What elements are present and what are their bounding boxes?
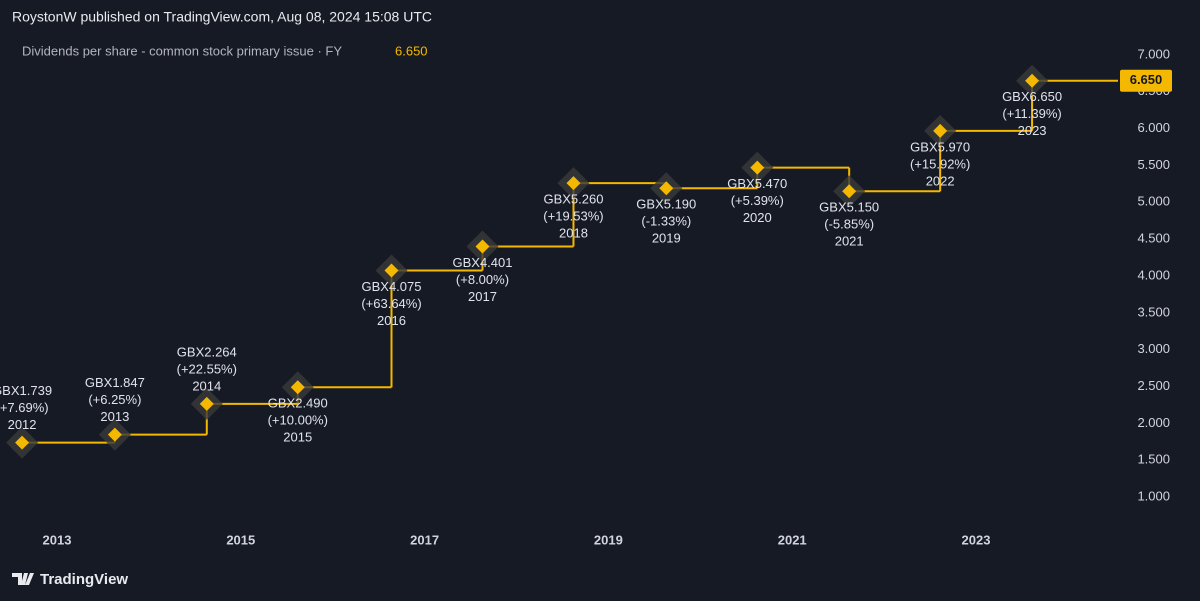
y-tick-label: 2.500: [1137, 378, 1170, 393]
value-label: GBX1.847: [85, 375, 145, 390]
marker: [566, 176, 581, 191]
value-label: GBX5.150: [819, 200, 879, 215]
marker: [199, 396, 214, 411]
x-tick-label: 2023: [962, 532, 991, 547]
y-tick-label: 3.000: [1137, 341, 1170, 356]
point-label: 2017: [468, 289, 497, 304]
y-tick-label: 5.500: [1137, 157, 1170, 172]
plot-area: GBX1.739 (+7.69%) 2012 GBX1.847 (+6.25%) 2013…: [0, 64, 1118, 459]
x-tick-label: 2013: [43, 532, 72, 547]
marker: [15, 435, 30, 450]
value-label: GBX5.190: [636, 197, 696, 212]
y-tick-label: 6.000: [1137, 120, 1170, 135]
marker: [384, 263, 399, 278]
change-label: (+10.00%): [268, 413, 328, 428]
point-label: 2016: [377, 313, 406, 328]
value-label: GBX6.650: [1002, 89, 1062, 104]
x-tick-label: 2019: [594, 532, 623, 547]
x-tick-label: 2015: [226, 532, 255, 547]
change-label: (+19.53%): [543, 209, 603, 224]
value-label: GBX2.490: [268, 396, 328, 411]
value-label: GBX5.470: [727, 176, 787, 191]
change-label: (+6.25%): [88, 392, 141, 407]
marker: [290, 380, 305, 395]
y-tick-label: 1.000: [1137, 488, 1170, 503]
marker: [1025, 73, 1040, 88]
change-label: (-5.85%): [824, 217, 874, 232]
point-label: 2021: [835, 234, 864, 249]
point-label: 2019: [652, 231, 681, 246]
marker: [475, 239, 490, 254]
point-label: 2013: [100, 409, 129, 424]
y-tick-label: 4.000: [1137, 267, 1170, 282]
change-label: (+22.55%): [177, 361, 237, 376]
value-label: GBX4.075: [362, 279, 422, 294]
point-label: 2012: [8, 417, 37, 432]
x-tick-label: 2021: [778, 532, 807, 547]
point-label: 2023: [1018, 123, 1047, 138]
value-label: GBX5.970: [910, 139, 970, 154]
change-label: (+11.39%): [1002, 106, 1061, 121]
header: RoystonW published on TradingView.com, A…: [12, 9, 432, 25]
point-label: 2022: [926, 173, 955, 188]
point-label: 2015: [283, 430, 312, 445]
change-label: (+15.92%): [910, 156, 970, 171]
y-tick-label: 3.500: [1137, 304, 1170, 319]
price-label: 6.650: [1130, 72, 1163, 87]
footer-logo: TradingView: [12, 571, 128, 588]
y-tick-label: 1.500: [1137, 452, 1170, 467]
y-tick-label: 5.000: [1137, 194, 1170, 209]
change-label: (+7.69%): [0, 400, 49, 415]
y-tick-label: 4.500: [1137, 231, 1170, 246]
change-label: (+8.00%): [456, 272, 509, 287]
marker: [750, 160, 765, 175]
marker: [933, 123, 948, 138]
point-label: 2018: [559, 226, 588, 241]
value-label: GBX4.401: [452, 255, 512, 270]
value-label: GBX2.264: [177, 344, 237, 359]
marker: [107, 427, 122, 442]
y-tick-label: 7.000: [1137, 46, 1170, 61]
point-label: 2020: [743, 210, 772, 225]
legend-value: 6.650: [395, 43, 428, 58]
y-tick-label: 2.000: [1137, 415, 1170, 430]
change-label: (+5.39%): [731, 193, 784, 208]
change-label: (-1.33%): [641, 214, 691, 229]
marker: [659, 181, 674, 196]
marker: [842, 184, 857, 199]
point-label: 2014: [192, 378, 221, 393]
change-label: (+63.64%): [361, 296, 421, 311]
value-label: GBX1.739: [0, 383, 52, 398]
value-label: GBX5.260: [543, 192, 603, 207]
footer: TradingView: [40, 571, 128, 588]
x-tick-label: 2017: [410, 532, 439, 547]
chart-title: Dividends per share - common stock prima…: [22, 43, 342, 58]
price-box: [1120, 69, 1172, 92]
